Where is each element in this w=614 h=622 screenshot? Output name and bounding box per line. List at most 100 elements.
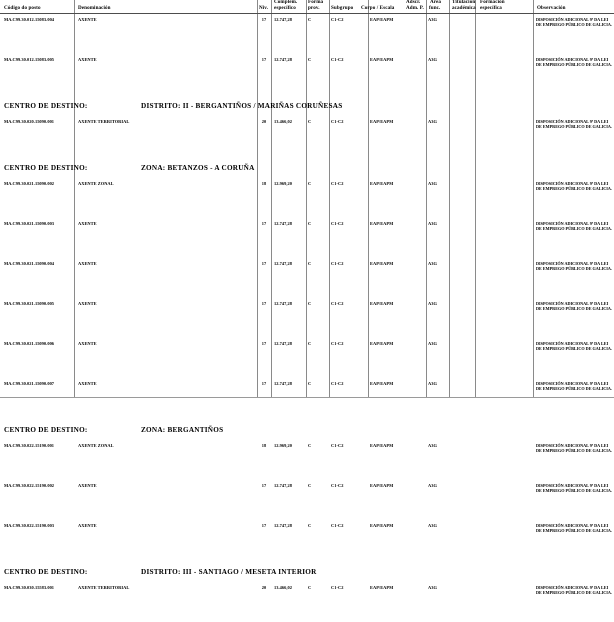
cell-forma-provision: C (308, 57, 312, 62)
table-row[interactable]: MA.C99.30.021.15090.006 AXENTE 17 12.747,28… (0, 338, 614, 378)
section-header-row: CENTRO DE DESTINO: ZONA: BERGANTIÑOS (0, 418, 614, 440)
centro-de-destino-label: CENTRO DE DESTINO: (4, 426, 88, 434)
centro-de-destino-value: DISTRITO: II - BERGANTIÑOS / MARIÑAS COR… (141, 102, 343, 110)
cell-nivel: 17 (261, 301, 267, 306)
cell-subgrupo: C1-C2 (331, 523, 344, 528)
header-area-funcional-line1: Área (430, 0, 442, 5)
header-forma-provision-line2: prov. (308, 5, 320, 11)
table-row[interactable]: MA.C99.30.022.15190.001 AXENTE ZONAL 18 12.… (0, 440, 614, 480)
cell-denominacion: AXENTE (78, 17, 97, 22)
cell-subgrupo: C1-C2 (331, 57, 344, 62)
table-row[interactable]: MA.C99.30.022.15190.002 AXENTE 17 12.747,28… (0, 480, 614, 520)
cell-observacion: DISPOSICIÓN ADICIONAL 9ª DA LEI DE EMPRE… (536, 483, 612, 493)
table-row[interactable]: MA.C99.30.021.15090.005 AXENTE 17 12.747,28… (0, 298, 614, 338)
cell-observacion: DISPOSICIÓN ADICIONAL 9ª DA LEI DE EMPRE… (536, 57, 612, 67)
header-subgrupo: Subgrupo (331, 5, 354, 11)
header-titulacion-line2: académica (452, 5, 476, 11)
cell-adscricion: A3G (428, 301, 437, 306)
table-row[interactable]: MA.C99.30.021.15090.002 AXENTE ZONAL 18 12.… (0, 178, 614, 218)
cell-denominacion: AXENTE (78, 341, 97, 346)
cell-observacion: DISPOSICIÓN ADICIONAL 9ª DA LEI DE EMPRE… (536, 341, 612, 351)
table-row[interactable]: MA.C99.30.021.15090.003 AXENTE 17 12.747,28… (0, 218, 614, 258)
table-row[interactable]: MA.C99.30.021.15090.007 AXENTE 17 12.747,28… (0, 378, 614, 418)
table-row[interactable]: MA.C99.30.030.15583.001 AXENTE TERRITORIA… (0, 582, 614, 622)
cell-observacion: DISPOSICIÓN ADICIONAL 9ª DA LEI DE EMPRE… (536, 221, 612, 231)
cell-observacion: DISPOSICIÓN ADICIONAL 9ª DA LEI DE EMPRE… (536, 585, 612, 595)
header-adscricion-line1: Adscr. (406, 0, 421, 5)
cell-observacion: DISPOSICIÓN ADICIONAL 9ª DA LEI DE EMPRE… (536, 381, 612, 391)
cell-subgrupo: C1-C2 (331, 221, 344, 226)
cell-codigo-do-posto: MA.C99.30.021.15090.007 (4, 381, 55, 386)
cell-denominacion: AXENTE TERRITORIAL (78, 585, 130, 590)
cell-nivel: 18 (261, 181, 267, 186)
cell-subgrupo: C1-C2 (331, 119, 344, 124)
cell-codigo-do-posto: MA.C99.30.022.15190.001 (4, 443, 55, 448)
header-codigo-do-posto: Código do posto (4, 5, 41, 11)
cell-corpo-escala: EAP/EAPM (370, 381, 394, 386)
cell-corpo-escala: EAP/EAPM (370, 483, 394, 488)
table-row[interactable]: MA.C99.30.022.15190.003 AXENTE 17 12.747,28… (0, 520, 614, 560)
cell-complemento: 12.969,20 (274, 181, 293, 186)
cell-denominacion: AXENTE (78, 523, 97, 528)
cell-complemento: 13.466,02 (274, 585, 293, 590)
cell-adscricion: A3G (428, 221, 437, 226)
header-titulacion-line1: Titulación (452, 0, 476, 5)
cell-corpo-escala: EAP/EAPM (370, 261, 394, 266)
cell-nivel: 18 (261, 443, 267, 448)
cell-adscricion: A3G (428, 119, 437, 124)
cell-codigo-do-posto: MA.C99.30.012.15083.004 (4, 17, 55, 22)
cell-codigo-do-posto: MA.C99.30.020.15090.001 (4, 119, 55, 124)
table-row[interactable]: MA.C99.30.021.15090.004 AXENTE 17 12.747,28… (0, 258, 614, 298)
column-rule-forma (306, 0, 307, 397)
table-body: MA.C99.30.012.15083.004 AXENTE 17 12.747,28… (0, 14, 614, 622)
cell-corpo-escala: EAP/EAPM (370, 57, 394, 62)
header-formacion-line1: Formación (480, 0, 505, 5)
cell-observacion: DISPOSICIÓN ADICIONAL 9ª DA LEI DE EMPRE… (536, 181, 612, 191)
cell-codigo-do-posto: MA.C99.30.021.15090.005 (4, 301, 55, 306)
cell-subgrupo: C1-C2 (331, 381, 344, 386)
cell-corpo-escala: EAP/EAPM (370, 585, 394, 590)
cell-complemento: 12.747,28 (274, 17, 293, 22)
header-corpo-escala: Corpo / Escala (361, 5, 395, 11)
cell-nivel: 20 (261, 119, 267, 124)
cell-forma-provision: C (308, 119, 312, 124)
cell-nivel: 20 (261, 585, 267, 590)
cell-subgrupo: C1-C2 (331, 443, 344, 448)
cell-adscricion: A3G (428, 261, 437, 266)
cell-adscricion: A3G (428, 523, 437, 528)
cell-nivel: 17 (261, 483, 267, 488)
cell-observacion: DISPOSICIÓN ADICIONAL 9ª DA LEI DE EMPRE… (536, 119, 612, 129)
cell-observacion: DISPOSICIÓN ADICIONAL 9ª DA LEI DE EMPRE… (536, 523, 612, 533)
cell-complemento: 13.466,02 (274, 119, 293, 124)
cell-corpo-escala: EAP/EAPM (370, 443, 394, 448)
cell-nivel: 17 (261, 341, 267, 346)
header-formacion-line2: específica (480, 5, 502, 11)
column-rule-complemento (271, 0, 272, 397)
section-header-row: CENTRO DE DESTINO: DISTRITO: III - SANTIA… (0, 560, 614, 582)
centro-de-destino-label: CENTRO DE DESTINO: (4, 164, 88, 172)
cell-codigo-do-posto: MA.C99.30.030.15583.001 (4, 585, 55, 590)
cell-denominacion: AXENTE (78, 381, 97, 386)
cell-subgrupo: C1-C2 (331, 585, 344, 590)
cell-observacion: DISPOSICIÓN ADICIONAL 9ª DA LEI DE EMPRE… (536, 261, 612, 271)
column-rule-titulacion (475, 0, 476, 397)
table-row[interactable]: MA.C99.30.012.15083.004 AXENTE 17 12.747,28… (0, 14, 614, 54)
table-row[interactable]: MA.C99.30.020.15090.001 AXENTE TERRITORIA… (0, 116, 614, 156)
header-forma-provision-line1: Forma (308, 0, 324, 5)
cell-complemento: 12.747,28 (274, 57, 293, 62)
cell-adscricion: A3G (428, 381, 437, 386)
cell-complemento: 12.969,20 (274, 443, 293, 448)
table-row[interactable]: MA.C99.30.012.15083.005 AXENTE 17 12.747,28… (0, 54, 614, 94)
cell-denominacion: AXENTE (78, 301, 97, 306)
centro-de-destino-value: ZONA: BETANZOS - A CORUÑA (141, 164, 255, 172)
cell-forma-provision: C (308, 585, 312, 590)
cell-complemento: 12.747,28 (274, 381, 293, 386)
cell-nivel: 17 (261, 261, 267, 266)
cell-denominacion: AXENTE (78, 261, 97, 266)
column-rule-formacion (533, 0, 534, 397)
document-page: Código do posto Denominación Niv. Comple… (0, 0, 614, 595)
cell-corpo-escala: EAP/EAPM (370, 523, 394, 528)
cell-denominacion: AXENTE (78, 221, 97, 226)
cell-corpo-escala: EAP/EAPM (370, 181, 394, 186)
centro-de-destino-value: DISTRITO: III - SANTIAGO / MESETA INTERI… (141, 568, 317, 576)
